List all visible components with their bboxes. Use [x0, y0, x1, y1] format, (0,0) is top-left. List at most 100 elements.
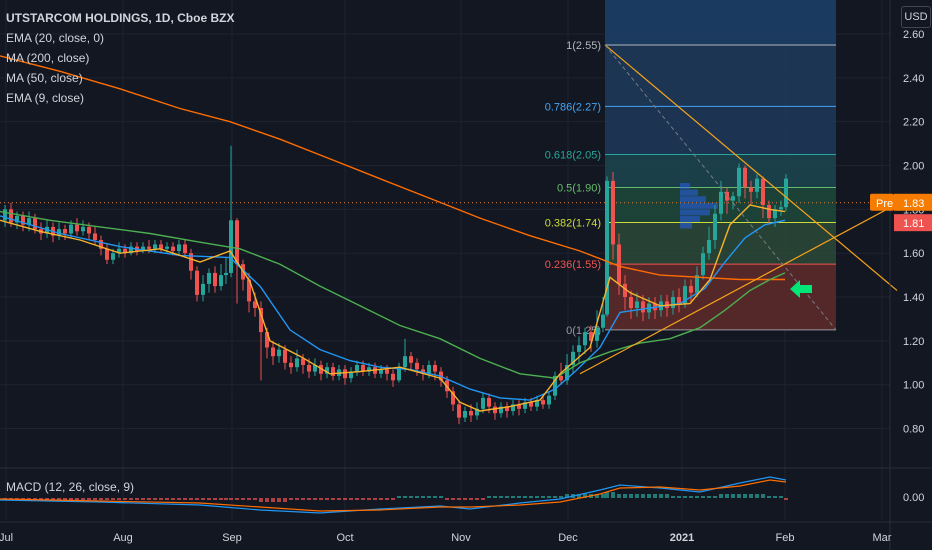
candle-body [535, 400, 539, 407]
candle-body [505, 406, 509, 412]
candle-body [183, 244, 187, 254]
macd-histogram-bar [469, 498, 473, 500]
macd-histogram-bar [493, 496, 497, 498]
time-tick-label: Nov [451, 532, 471, 544]
candle-body [301, 358, 305, 365]
macd-histogram-bar [51, 498, 55, 500]
macd-histogram-bar [301, 498, 305, 500]
candle-body [725, 191, 729, 201]
trendline-up[interactable] [579, 204, 896, 375]
macd-histogram-bar [499, 496, 503, 498]
macd-histogram-bar [547, 496, 551, 498]
indicator-ema9-label[interactable]: EMA (9, close) [6, 91, 85, 105]
macd-histogram-bar [761, 494, 765, 498]
candle-body [343, 369, 347, 379]
symbol-title[interactable]: UTSTARCOM HOLDINGS, 1D, Cboe BZX [6, 11, 235, 25]
macd-histogram-bar [755, 494, 759, 498]
candle-body [565, 364, 569, 381]
candle-body [3, 209, 7, 221]
candle-body [541, 400, 545, 405]
candle-body [743, 167, 747, 188]
macd-zero-label: 0.00 [903, 492, 924, 504]
candle-body [21, 215, 25, 225]
macd-histogram-bar [683, 496, 687, 498]
macd-histogram-bar [183, 498, 187, 500]
candle-body [475, 408, 479, 416]
macd-histogram-bar [605, 492, 609, 498]
macd-histogram-bar [253, 498, 257, 500]
candle-body [547, 395, 551, 405]
macd-histogram-bar [695, 496, 699, 498]
candle-body [469, 411, 473, 416]
macd-histogram-bar [601, 494, 605, 498]
macd-histogram-bar [475, 498, 479, 500]
candle-body [201, 283, 205, 295]
candle-body [755, 178, 759, 192]
macd-histogram-bar [129, 498, 133, 500]
macd-histogram-bar [123, 498, 127, 500]
candle-body [589, 332, 593, 341]
candle-body [689, 286, 693, 293]
indicator-ma50-label[interactable]: MA (50, close) [6, 71, 83, 85]
macd-histogram-bar [337, 498, 341, 500]
macd-histogram-bar [343, 498, 347, 500]
price-tick-label: 2.20 [903, 117, 924, 129]
fib-zone [605, 44, 836, 107]
candle-body [224, 272, 228, 276]
candle-body [595, 327, 599, 341]
macd-histogram-bar [595, 494, 599, 498]
green-arrow-icon [790, 280, 812, 298]
macd-histogram-bar [87, 498, 91, 500]
candle-body [259, 308, 263, 333]
candle-body [463, 411, 467, 418]
macd-histogram-bar [153, 498, 157, 500]
macd-histogram-bar [319, 498, 323, 500]
indicator-ma200-label[interactable]: MA (200, close) [6, 51, 90, 65]
time-tick-label: Mar [873, 532, 892, 544]
macd-histogram-bar [629, 494, 633, 498]
candle-body [784, 178, 788, 208]
candle-body [253, 301, 257, 308]
macd-histogram-bar [583, 494, 587, 498]
time-tick-label: Aug [113, 532, 133, 544]
candle-body [93, 233, 97, 241]
candle-body [571, 351, 575, 365]
indicator-ema20-label[interactable]: EMA (20, close, 0) [6, 31, 105, 45]
candle-body [141, 246, 145, 252]
volume-profile-bar [680, 202, 718, 209]
candle-body [457, 404, 461, 418]
macd-histogram-bar [403, 496, 407, 498]
macd-histogram-bar [189, 498, 193, 500]
trendline-dashed[interactable] [604, 44, 837, 331]
candle-body [177, 244, 181, 252]
price-tick-label: 1.20 [903, 336, 924, 348]
pre-price-label: 1.83 [903, 198, 924, 210]
macd-histogram-bar [159, 498, 163, 500]
candle-body [165, 246, 169, 249]
macd-histogram-bar [117, 498, 121, 500]
macd-histogram-bar [481, 498, 485, 500]
macd-legend[interactable]: MACD (12, 26, close, 9) [6, 480, 135, 494]
price-tick-label: 2.60 [903, 29, 924, 41]
volume-profile-bar [680, 196, 706, 203]
candle-body [695, 275, 699, 293]
macd-histogram-bar [535, 496, 539, 498]
macd-histogram-bar [427, 496, 431, 498]
macd-histogram-bar [111, 498, 115, 500]
macd-histogram-bar [361, 498, 365, 500]
price-tick-label: 1.00 [903, 380, 924, 392]
macd-histogram-bar [731, 494, 735, 498]
candle-body [677, 297, 681, 304]
macd-histogram-bar [665, 494, 669, 498]
candle-body [265, 332, 269, 348]
currency-button[interactable]: USD [901, 6, 931, 28]
macd-histogram-bar [773, 496, 777, 498]
macd-histogram-bar [385, 498, 389, 500]
macd-histogram-bar [367, 498, 371, 500]
macd-histogram-bar [689, 496, 693, 498]
macd-histogram-bar [409, 496, 413, 498]
macd-histogram-bar [445, 498, 449, 500]
candle-body [601, 314, 605, 328]
trendline-down[interactable] [604, 44, 898, 291]
